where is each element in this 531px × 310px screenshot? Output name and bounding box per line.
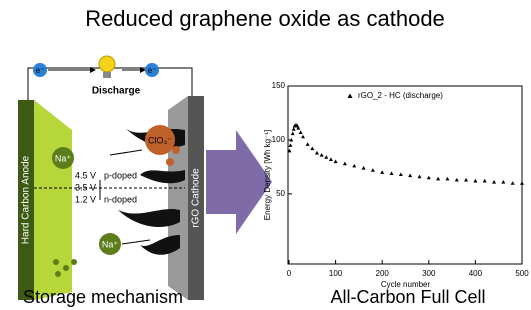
graphene-sheet (118, 209, 180, 227)
anode-label: Hard Carbon Anode (21, 155, 32, 244)
arrow (110, 150, 142, 155)
legend-marker (348, 94, 353, 99)
point (492, 180, 496, 184)
point (390, 171, 394, 175)
bulb-base (103, 72, 111, 78)
big-arrow (206, 130, 272, 234)
point (427, 176, 431, 180)
point (417, 175, 421, 179)
x-tick-label: 300 (422, 269, 436, 278)
point (320, 153, 324, 157)
cathode-label: rGO Cathode (191, 168, 202, 228)
voltage: 3.5 V (75, 182, 96, 192)
point (329, 157, 333, 161)
point (310, 147, 314, 151)
point (315, 151, 319, 155)
point (483, 179, 487, 183)
voltage: 4.5 V (75, 170, 96, 180)
graphical-abstract: Reduced graphene oxide as cathode e⁻ e⁻ … (0, 0, 531, 310)
point (301, 135, 305, 139)
particle (55, 271, 61, 277)
arrow (122, 240, 150, 244)
point (399, 172, 403, 176)
point (455, 178, 459, 182)
point (343, 162, 347, 166)
particle (63, 265, 69, 271)
point (334, 160, 338, 164)
point (520, 181, 524, 185)
cathode (168, 96, 188, 300)
point (306, 142, 310, 146)
point (380, 170, 384, 174)
point (352, 164, 356, 168)
x-tick-label: 0 (287, 269, 292, 278)
point (511, 181, 515, 185)
y-tick-label: 150 (272, 81, 286, 90)
point (501, 180, 505, 184)
x-axis-label: Cycle number (381, 280, 431, 289)
voltage: 1.2 V (75, 194, 96, 204)
caption: Storage mechanism (23, 287, 183, 307)
point (436, 177, 440, 181)
y-axis-label: Energy Density [Wh kg⁻¹] (263, 130, 272, 220)
y-tick-label: 100 (272, 135, 286, 144)
point (473, 179, 477, 183)
point (324, 155, 328, 159)
point (291, 131, 295, 135)
caption: All-Carbon Full Cell (330, 287, 485, 307)
point (408, 174, 412, 178)
n-doped: n-doped (104, 194, 137, 204)
ion (166, 158, 174, 166)
point (445, 177, 449, 181)
sodium-label: Na⁺ (55, 153, 72, 163)
point (288, 143, 292, 147)
x-tick-label: 100 (329, 269, 343, 278)
point (299, 130, 303, 134)
point (362, 166, 366, 170)
p-doped: p-doped (104, 170, 137, 180)
y-tick-label: 50 (276, 189, 285, 198)
x-tick-label: 500 (515, 269, 529, 278)
discharge-label: Discharge (92, 86, 141, 97)
ion (172, 146, 180, 154)
point (292, 127, 296, 131)
point (371, 168, 375, 172)
plot-frame (288, 86, 522, 264)
electron-label: e⁻ (148, 66, 157, 75)
sodium-label: Na⁺ (102, 239, 119, 249)
x-tick-label: 200 (376, 269, 390, 278)
title: Reduced graphene oxide as cathode (85, 6, 445, 31)
electron-label: e⁻ (36, 66, 45, 75)
graphene-sheet (140, 170, 185, 183)
anion-label: ClO₄⁻ (148, 135, 172, 145)
bulb (99, 56, 115, 72)
legend-label: rGO_2 - HC (discharge) (358, 91, 443, 100)
x-tick-label: 400 (469, 269, 483, 278)
point (464, 178, 468, 182)
particle (53, 259, 59, 265)
particle (71, 259, 77, 265)
